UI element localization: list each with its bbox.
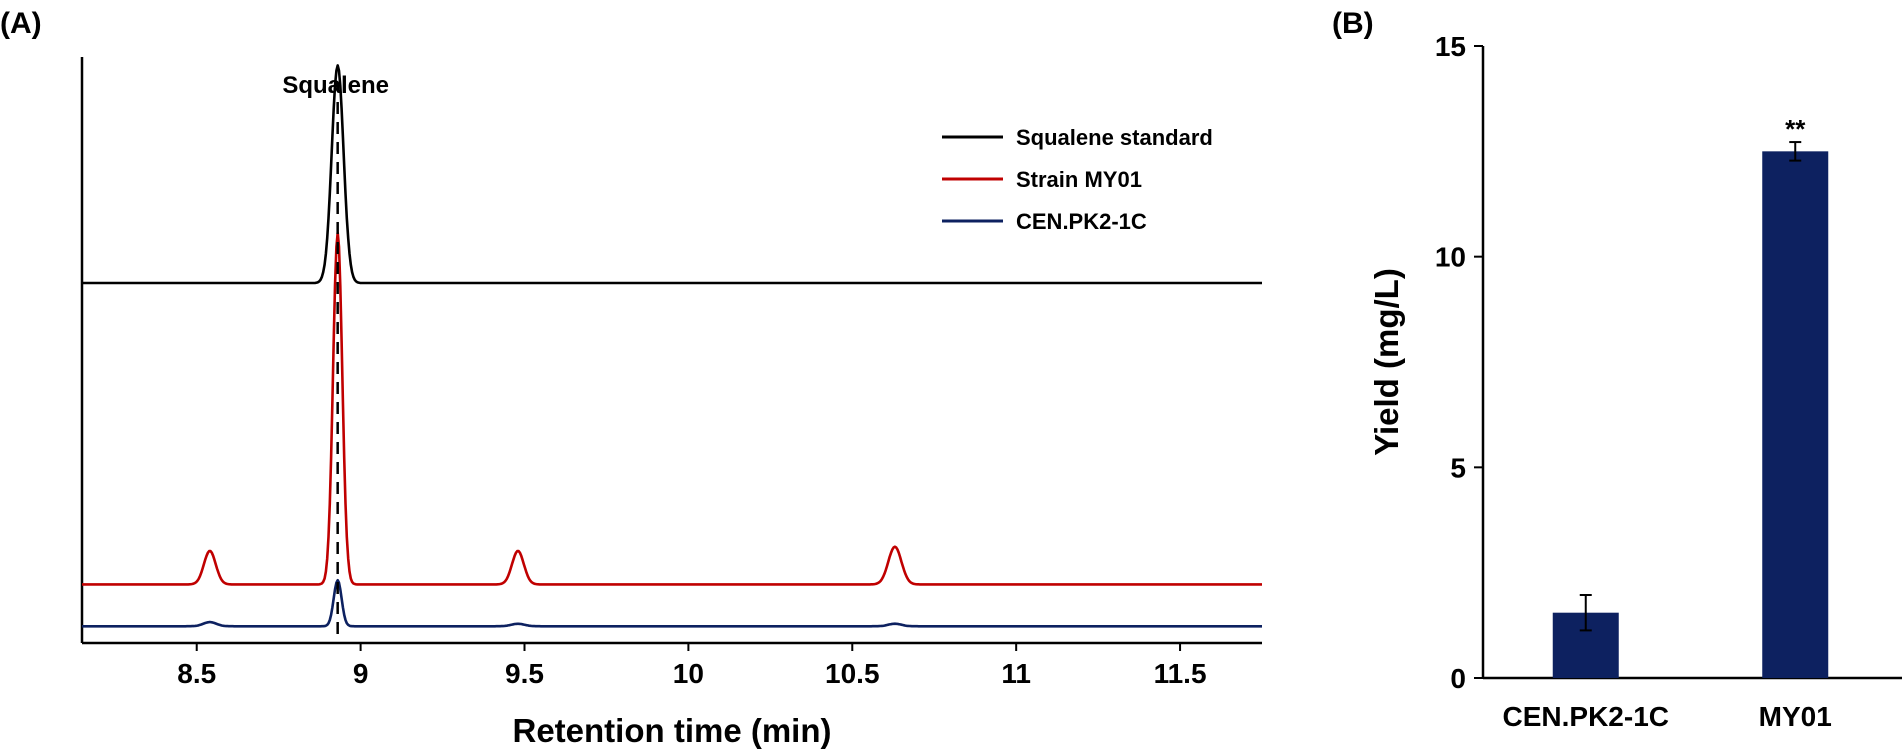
panel-a-x-axis-title: Retention time (min) (513, 712, 832, 749)
x-tick-label: 10.5 (825, 658, 880, 689)
panel-b-y-ticks: 0 5 10 15 (1435, 31, 1483, 694)
panel-a-traces (82, 64, 1262, 628)
x-tick-label: 8.5 (177, 658, 216, 689)
legend-label: Squalene standard (1016, 125, 1213, 150)
y-tick-label: 5 (1450, 452, 1466, 483)
panel-b-label: (B) (1332, 7, 1374, 40)
panel-b-bar-chart: (B) 0 5 10 15 CEN.PK2-1C MY01 ** Yield (mg/L) (1332, 7, 1902, 732)
panel-b-y-axis-title: Yield (mg/L) (1368, 268, 1405, 456)
x-tick-label: 10 (673, 658, 704, 689)
x-tick-label: 11 (1001, 658, 1031, 689)
legend-label: CEN.PK2-1C (1016, 209, 1147, 234)
y-tick-label: 15 (1435, 31, 1466, 62)
squalene-marker-label: Squalene (282, 72, 389, 99)
significance-marker: ** (1785, 114, 1806, 144)
x-tick-label: 9 (353, 658, 369, 689)
category-label: CEN.PK2-1C (1503, 701, 1669, 732)
panel-b-bars: CEN.PK2-1C MY01 ** (1503, 114, 1832, 732)
trace-line (82, 578, 1262, 628)
trace-line (82, 231, 1262, 586)
panel-a-legend: Squalene standard Strain MY01 CEN.PK2-1C (942, 125, 1213, 234)
panel-a-chromatogram: (A) 8.5 9 9.5 10 10.5 11 11.5 Squalene Squalen… (0, 7, 1262, 749)
category-label: MY01 (1759, 701, 1832, 732)
y-tick-label: 10 (1435, 242, 1466, 273)
trace-line (82, 64, 1262, 285)
legend-label: Strain MY01 (1016, 167, 1142, 192)
x-tick-label: 9.5 (505, 658, 544, 689)
bar (1762, 151, 1829, 679)
panel-a-label: (A) (0, 7, 42, 40)
x-tick-label: 11.5 (1154, 658, 1207, 689)
y-tick-label: 0 (1450, 663, 1466, 694)
panel-a-x-ticks: 8.5 9 9.5 10 10.5 11 11.5 (177, 643, 1207, 689)
